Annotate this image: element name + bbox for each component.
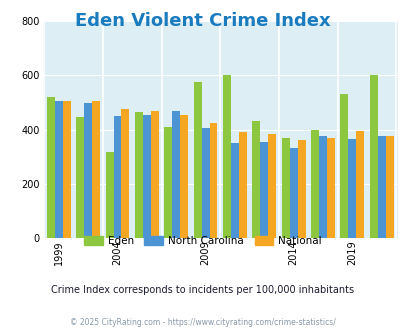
Bar (105, 152, 113, 238)
Bar (164, 127, 172, 238)
Bar (47, 97, 55, 238)
Bar (369, 76, 377, 238)
Text: Crime Index corresponds to incidents per 100,000 inhabitants: Crime Index corresponds to incidents per… (51, 285, 354, 295)
Bar (318, 136, 326, 238)
Bar (238, 132, 246, 238)
Bar (180, 115, 188, 238)
Bar (230, 143, 238, 238)
Bar (55, 101, 63, 238)
Bar (268, 134, 275, 238)
Text: Eden Violent Crime Index: Eden Violent Crime Index (75, 12, 330, 30)
Legend: Eden, North Carolina, National: Eden, North Carolina, National (79, 232, 326, 250)
Bar (193, 82, 201, 238)
Bar (172, 111, 180, 238)
Bar (143, 115, 150, 238)
Bar (297, 140, 305, 238)
Bar (63, 101, 70, 238)
Bar (150, 111, 158, 238)
Bar (260, 142, 268, 238)
Bar (134, 112, 143, 238)
Bar (92, 101, 100, 238)
Text: © 2025 CityRating.com - https://www.cityrating.com/crime-statistics/: © 2025 CityRating.com - https://www.city… (70, 318, 335, 327)
Bar (356, 131, 363, 238)
Bar (326, 138, 334, 238)
Bar (201, 128, 209, 238)
Bar (113, 116, 121, 238)
Bar (209, 123, 217, 238)
Bar (340, 94, 347, 238)
Bar (76, 117, 84, 238)
Bar (385, 136, 393, 238)
Bar (310, 129, 318, 238)
Bar (252, 121, 260, 238)
Bar (121, 109, 129, 238)
Bar (377, 136, 385, 238)
Bar (84, 103, 92, 238)
Bar (222, 76, 230, 238)
Bar (281, 138, 289, 238)
Bar (347, 139, 356, 238)
Bar (289, 148, 297, 238)
